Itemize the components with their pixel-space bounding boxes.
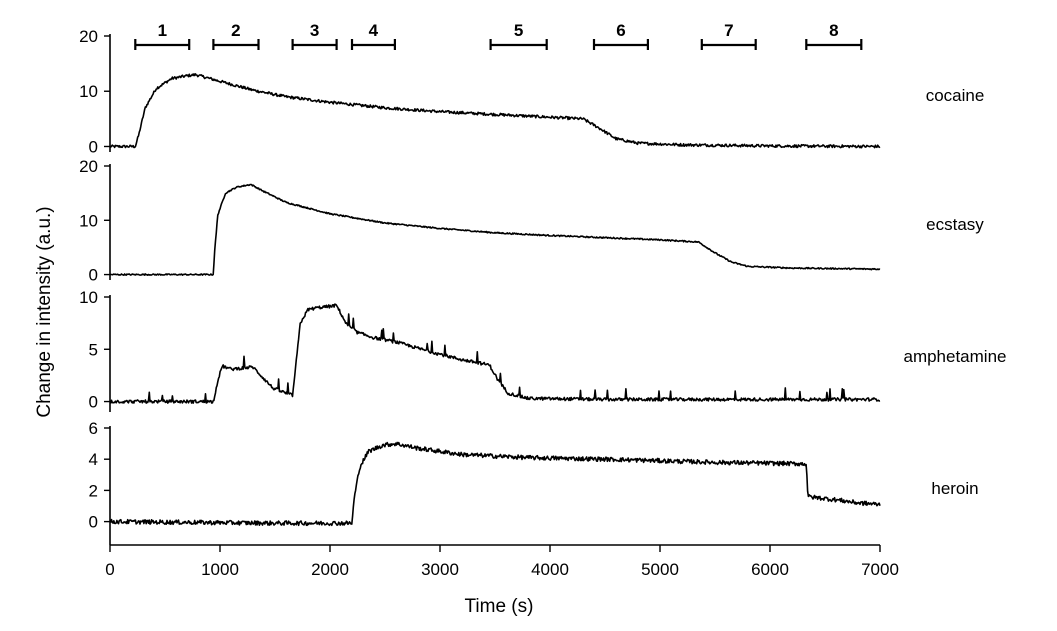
- y-tick-label: 0: [89, 137, 98, 156]
- x-tick-label: 1000: [201, 560, 239, 579]
- segment-marker-3: 3: [291, 21, 338, 50]
- segment-bar: [212, 39, 260, 50]
- segment-markers: 1 2 3 4 5 6 7 8: [134, 21, 863, 50]
- segment-marker-6: 6: [592, 21, 649, 50]
- series-line-ecstasy: [109, 183, 881, 276]
- segment-label: 4: [369, 21, 379, 40]
- y-tick-label: 0: [89, 513, 98, 532]
- segment-label: 1: [158, 21, 167, 40]
- x-tick-label: 4000: [531, 560, 569, 579]
- series-line-amphetamine: [109, 303, 881, 404]
- x-axis: 0 1000 2000 3000 4000 5000 6000 7000: [105, 544, 899, 579]
- x-tick-label: 7000: [861, 560, 899, 579]
- y-tick-label: 4: [89, 450, 98, 469]
- segment-label: 8: [829, 21, 838, 40]
- y-tick-label: 10: [79, 211, 98, 230]
- segment-marker-7: 7: [700, 21, 757, 50]
- panel-heroin: 0 2 4 6 heroin: [89, 419, 979, 545]
- series-label-heroin: heroin: [931, 479, 978, 498]
- segment-label: 5: [514, 21, 523, 40]
- segment-marker-1: 1: [134, 21, 191, 50]
- segment-marker-2: 2: [212, 21, 260, 50]
- segment-label: 2: [231, 21, 240, 40]
- panel-amphetamine: 0 5 10 amphetamine: [79, 288, 1007, 412]
- x-tick-label: 6000: [751, 560, 789, 579]
- y-tick-label: 20: [79, 27, 98, 46]
- segment-bar: [489, 39, 548, 50]
- y-tick-label: 20: [79, 157, 98, 176]
- segment-marker-5: 5: [489, 21, 548, 50]
- segment-marker-8: 8: [805, 21, 863, 50]
- segment-label: 3: [310, 21, 319, 40]
- panels: 01020cocaine01020ecstasy0510amphetamine0…: [79, 27, 1007, 545]
- x-tick-label: 3000: [421, 560, 459, 579]
- x-tick-label: 0: [105, 560, 114, 579]
- y-tick-label: 0: [89, 266, 98, 285]
- segment-bar: [350, 39, 396, 50]
- x-tick-label: 2000: [311, 560, 349, 579]
- y-tick-label: 0: [89, 393, 98, 412]
- segment-bar: [805, 39, 863, 50]
- series-label-ecstasy: ecstasy: [926, 215, 984, 234]
- y-tick-label: 5: [89, 340, 98, 359]
- series-line-cocaine: [109, 73, 881, 149]
- y-tick-label: 2: [89, 481, 98, 500]
- panel-ecstasy: 0 10 20 ecstasy: [79, 157, 984, 285]
- y-tick-label: 10: [79, 288, 98, 307]
- segment-label: 6: [616, 21, 625, 40]
- segment-label: 7: [724, 21, 733, 40]
- series-line-heroin: [110, 441, 881, 527]
- panel-cocaine: 0 10 20 cocaine: [79, 27, 984, 156]
- segment-bar: [291, 39, 338, 50]
- y-axis-title: Change in intensity (a.u.): [34, 206, 55, 417]
- series-label-cocaine: cocaine: [926, 86, 985, 105]
- segment-bar: [134, 39, 191, 50]
- series-label-amphetamine: amphetamine: [903, 347, 1006, 366]
- segment-marker-4: 4: [350, 21, 396, 50]
- x-tick-label: 5000: [641, 560, 679, 579]
- segment-bar: [592, 39, 649, 50]
- y-tick-label: 10: [79, 82, 98, 101]
- segment-bar: [700, 39, 757, 50]
- y-tick-label: 6: [89, 419, 98, 438]
- x-axis-title: Time (s): [465, 596, 534, 617]
